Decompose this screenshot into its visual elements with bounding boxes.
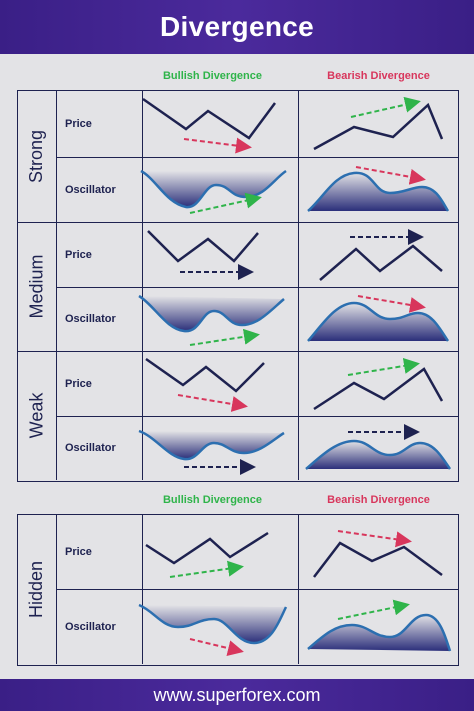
bullish-column-heading-hidden: Bullish Divergence <box>162 494 263 506</box>
row-divider <box>18 222 459 223</box>
hidden-divergence-diagrams <box>138 530 452 656</box>
strong-bearish-oscillator-chart <box>307 166 450 212</box>
row-label-oscillator: Oscillator <box>57 287 143 351</box>
column-divider <box>143 91 299 480</box>
bullish-column-heading: Bullish Divergence <box>162 70 263 82</box>
weak-bearish-price-chart <box>313 358 444 411</box>
medium-bearish-oscillator-chart <box>307 295 450 342</box>
footer-url-link[interactable]: www.superforex.com <box>153 684 321 705</box>
hidden-bearish-oscillator-chart <box>307 599 452 652</box>
strong-bearish-price-chart <box>313 96 444 151</box>
row-label-oscillator: Oscillator <box>57 416 143 480</box>
divergence-table: Strong Medium Weak Price Oscillator Pric… <box>17 90 459 482</box>
hidden-divergence-table: Hidden Price Oscillator <box>17 514 459 666</box>
row-label-oscillator: Oscillator <box>57 589 143 664</box>
medium-bullish-price-chart <box>147 230 259 280</box>
hidden-bullish-oscillator-chart <box>138 603 288 656</box>
page-title: Divergence <box>160 11 314 42</box>
strong-bullish-price-chart <box>142 97 277 154</box>
row-divider <box>18 351 459 352</box>
category-weak: Weak <box>18 351 57 480</box>
row-label-price: Price <box>57 222 143 287</box>
category-strong: Strong <box>18 91 57 222</box>
header-banner: Divergence <box>0 0 474 54</box>
row-divider <box>57 287 459 288</box>
hidden-bullish-price-chart <box>145 531 269 578</box>
medium-bearish-price-chart <box>319 229 443 281</box>
row-divider <box>57 416 459 417</box>
row-label-price: Price <box>57 351 143 416</box>
category-hidden: Hidden <box>18 515 57 664</box>
row-label-oscillator: Oscillator <box>57 157 143 222</box>
row-label-price: Price <box>57 91 143 157</box>
hidden-bearish-price-chart <box>313 530 443 578</box>
row-divider <box>57 589 459 590</box>
footer-banner: www.superforex.com <box>0 679 474 711</box>
weak-bullish-price-chart <box>145 357 265 412</box>
row-divider <box>57 157 459 158</box>
strong-bullish-oscillator-chart <box>140 169 287 214</box>
medium-bullish-oscillator-chart <box>138 294 285 346</box>
category-medium: Medium <box>18 222 57 351</box>
bearish-column-heading: Bearish Divergence <box>327 70 430 82</box>
row-label-price: Price <box>57 515 143 589</box>
divergence-diagrams <box>138 96 452 475</box>
weak-bullish-oscillator-chart <box>138 429 285 475</box>
weak-bearish-oscillator-chart <box>305 424 452 470</box>
bearish-column-heading-hidden: Bearish Divergence <box>327 494 430 506</box>
